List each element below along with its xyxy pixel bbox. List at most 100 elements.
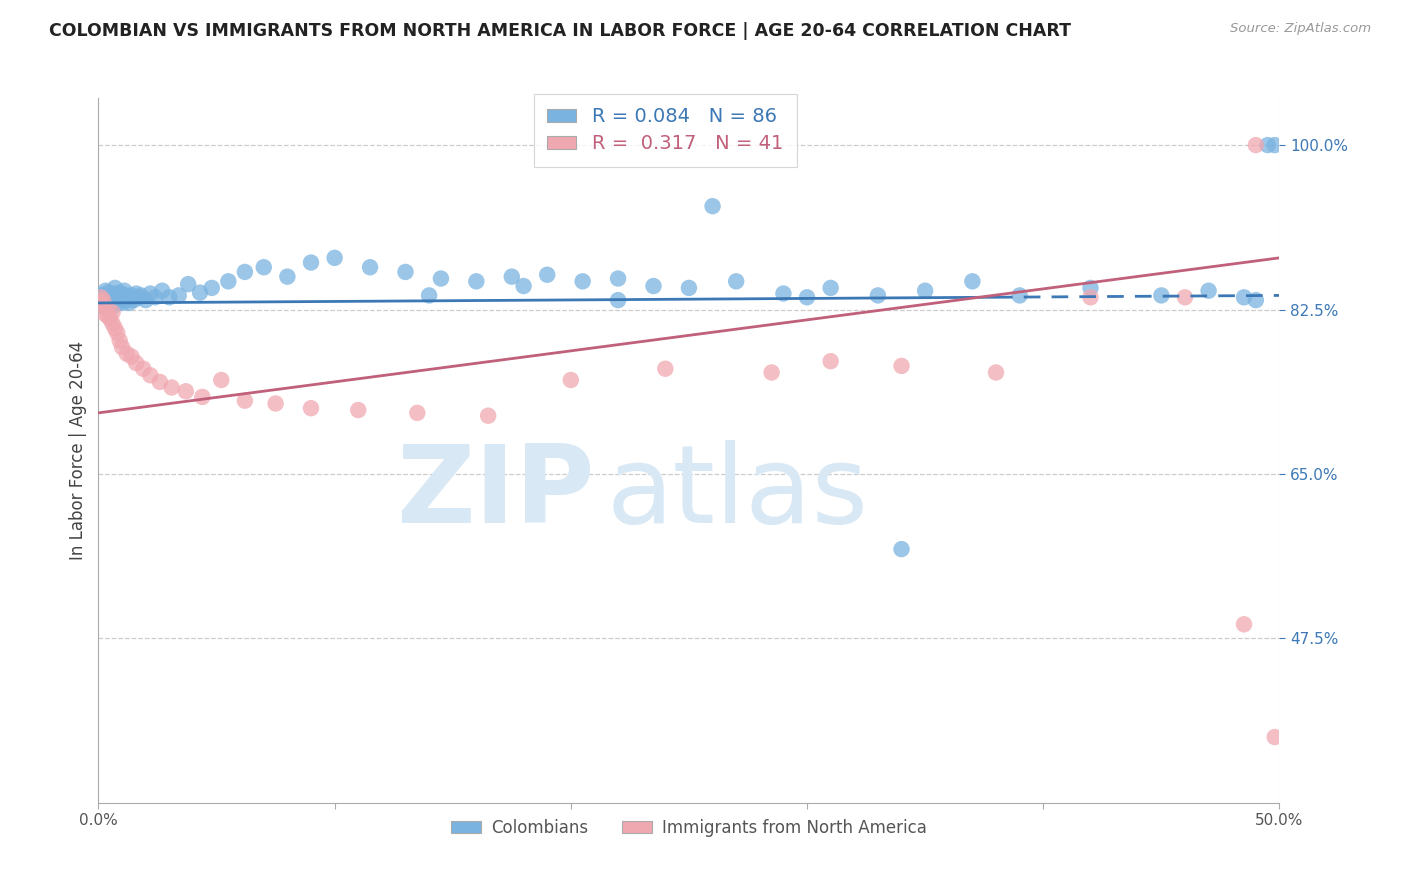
Point [394,265,416,279]
Point [1257,138,1279,153]
Point [571,274,593,288]
Point [253,260,276,275]
Point [135,293,157,307]
Point [512,279,534,293]
Point [702,199,724,213]
Point [654,361,676,376]
Point [347,403,370,417]
Point [105,288,128,302]
Point [111,296,134,310]
Text: Source: ZipAtlas.com: Source: ZipAtlas.com [1230,22,1371,36]
Point [607,293,630,307]
Point [128,290,150,304]
Point [359,260,381,275]
Point [1150,288,1173,302]
Point [1008,288,1031,302]
Point [112,284,135,298]
Point [94,296,117,310]
Point [122,293,145,307]
Point [105,296,128,310]
Point [94,290,117,304]
Point [108,293,131,307]
Point [477,409,499,423]
Point [725,274,748,288]
Y-axis label: In Labor Force | Age 20-64: In Labor Force | Age 20-64 [69,341,87,560]
Point [98,295,121,310]
Point [1080,290,1102,304]
Text: COLOMBIAN VS IMMIGRANTS FROM NORTH AMERICA IN LABOR FORCE | AGE 20-64 CORRELATIO: COLOMBIAN VS IMMIGRANTS FROM NORTH AMERI… [49,22,1071,40]
Point [167,288,190,302]
Point [820,281,842,295]
Point [820,354,842,368]
Point [90,296,112,310]
Point [118,296,141,310]
Point [139,286,162,301]
Point [111,340,134,354]
Point [91,298,114,312]
Point [217,274,239,288]
Point [101,286,124,301]
Point [276,269,298,284]
Text: atlas: atlas [606,440,869,546]
Point [536,268,558,282]
Point [1233,290,1256,304]
Point [406,406,429,420]
Point [149,375,172,389]
Point [115,288,138,302]
Point [91,293,114,307]
Point [101,293,124,307]
Point [157,290,180,304]
Point [1198,284,1220,298]
Point [201,281,224,295]
Point [264,396,287,410]
Point [101,305,124,319]
Point [1264,138,1286,153]
Point [90,298,112,312]
Point [94,298,117,312]
Point [115,293,138,307]
Point [962,274,984,288]
Point [890,359,912,373]
Point [111,288,134,302]
Point [97,298,120,312]
Point [174,384,197,399]
Point [90,288,112,302]
Legend: Colombians, Immigrants from North America: Colombians, Immigrants from North Americ… [444,813,934,844]
Point [97,309,120,323]
Text: ZIP: ZIP [396,440,595,546]
Point [91,293,114,307]
Point [104,281,127,295]
Point [98,288,121,302]
Point [501,269,523,284]
Point [101,317,124,331]
Point [129,288,152,302]
Point [607,271,630,285]
Point [191,390,214,404]
Point [914,284,936,298]
Point [160,380,183,394]
Point [678,281,700,295]
Point [118,290,141,304]
Point [1174,290,1197,304]
Point [94,284,117,298]
Point [125,286,148,301]
Point [105,290,128,304]
Point [560,373,582,387]
Point [323,251,346,265]
Point [1244,293,1267,307]
Point [108,285,131,300]
Point [188,285,211,300]
Point [112,290,135,304]
Point [98,312,121,326]
Point [108,334,131,348]
Point [104,321,127,335]
Point [139,368,162,383]
Point [177,277,200,292]
Point [97,302,120,317]
Point [233,265,256,279]
Point [90,293,112,307]
Point [104,288,127,302]
Point [866,288,889,302]
Point [115,347,138,361]
Point [143,290,166,304]
